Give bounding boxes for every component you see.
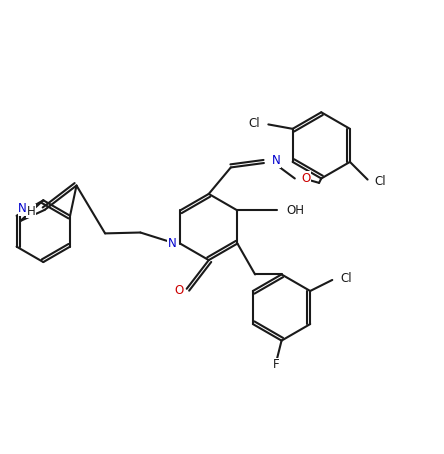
Text: N: N bbox=[168, 237, 177, 250]
Text: Cl: Cl bbox=[248, 117, 260, 130]
Text: F: F bbox=[273, 358, 280, 371]
Text: O: O bbox=[301, 172, 311, 185]
Text: H: H bbox=[27, 205, 36, 218]
Text: O: O bbox=[174, 285, 183, 297]
Text: Cl: Cl bbox=[340, 272, 352, 285]
Text: N: N bbox=[272, 154, 281, 168]
Text: OH: OH bbox=[287, 204, 305, 217]
Text: N: N bbox=[18, 202, 27, 215]
Text: Cl: Cl bbox=[374, 175, 386, 188]
